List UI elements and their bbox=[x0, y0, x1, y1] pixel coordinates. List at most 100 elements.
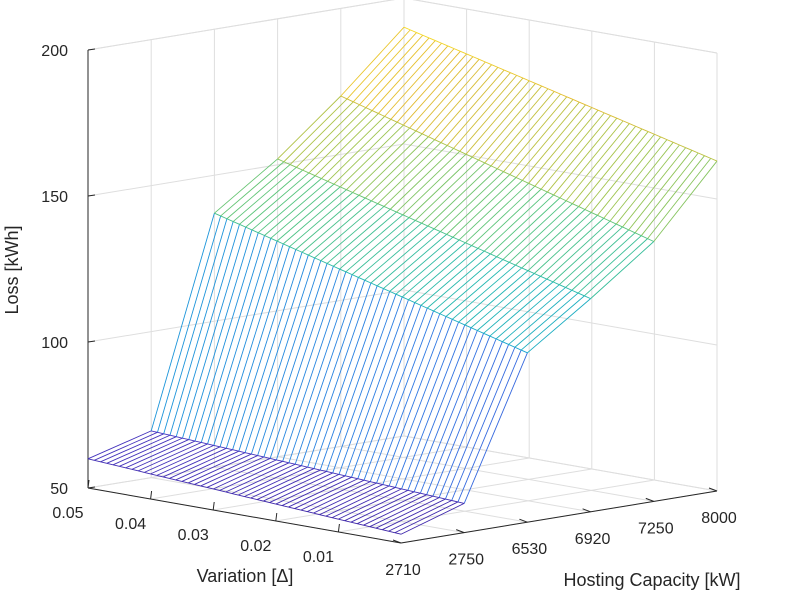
grid-line bbox=[87, 289, 405, 343]
mesh-line bbox=[302, 107, 367, 171]
mesh-line bbox=[394, 501, 459, 534]
mesh-line bbox=[427, 307, 434, 312]
mesh-line bbox=[256, 499, 264, 502]
mesh-line bbox=[376, 285, 384, 289]
mesh-line bbox=[275, 473, 340, 505]
mesh-line bbox=[415, 130, 423, 135]
mesh-line bbox=[577, 292, 585, 297]
mesh-line bbox=[458, 180, 523, 241]
mesh-line bbox=[509, 99, 574, 175]
z-axis-title: Loss [kWh] bbox=[2, 225, 22, 314]
mesh-line bbox=[282, 271, 347, 462]
mesh-line bbox=[497, 66, 505, 71]
mesh-line bbox=[565, 229, 630, 288]
mesh-line bbox=[421, 222, 429, 227]
mesh-line bbox=[94, 431, 158, 461]
mesh-line bbox=[358, 194, 366, 199]
mesh-line bbox=[382, 316, 447, 485]
mesh-line bbox=[496, 197, 561, 258]
grid-line bbox=[277, 456, 591, 513]
mesh-line bbox=[340, 26, 405, 97]
mesh-line bbox=[382, 484, 390, 487]
mesh-line bbox=[301, 280, 366, 466]
mesh-line bbox=[365, 37, 430, 108]
mesh-line bbox=[277, 95, 342, 160]
mesh-line bbox=[463, 352, 528, 504]
mesh-line bbox=[321, 116, 385, 179]
mesh-line bbox=[188, 482, 195, 485]
mesh-line bbox=[420, 250, 485, 306]
mesh-line bbox=[472, 56, 480, 60]
grid-line bbox=[403, 289, 718, 346]
mesh-line bbox=[641, 128, 649, 133]
mesh-line bbox=[458, 239, 466, 244]
mesh-line bbox=[370, 481, 377, 484]
mesh-line bbox=[340, 186, 347, 191]
mesh-line bbox=[264, 235, 271, 239]
mesh-line bbox=[244, 254, 309, 453]
grid-line bbox=[150, 446, 467, 500]
mesh-line bbox=[388, 500, 452, 532]
mesh-line bbox=[603, 217, 611, 222]
mesh-line bbox=[415, 159, 479, 221]
y-tick bbox=[337, 523, 340, 533]
mesh-line bbox=[263, 500, 270, 503]
mesh-line bbox=[521, 209, 586, 269]
mesh-line bbox=[382, 529, 389, 532]
mesh-line bbox=[641, 235, 648, 240]
mesh-line bbox=[339, 214, 404, 270]
mesh-line bbox=[207, 443, 214, 446]
mesh-line bbox=[408, 245, 472, 301]
mesh-line bbox=[478, 85, 543, 161]
z-tick-label: 200 bbox=[41, 43, 68, 60]
mesh-line bbox=[534, 185, 542, 190]
mesh-line bbox=[483, 278, 548, 334]
mesh-line bbox=[435, 40, 442, 44]
mesh-line bbox=[490, 253, 497, 258]
mesh-line bbox=[181, 452, 246, 482]
mesh-line bbox=[428, 64, 492, 138]
mesh-line bbox=[351, 274, 359, 278]
mesh-line bbox=[471, 185, 536, 246]
mesh-line bbox=[294, 478, 358, 509]
mesh-line bbox=[378, 113, 385, 117]
mesh-line bbox=[352, 32, 417, 103]
mesh-line bbox=[451, 264, 516, 320]
mesh-line bbox=[478, 58, 486, 63]
mesh-line bbox=[200, 456, 265, 487]
mesh-line bbox=[106, 462, 114, 466]
mesh-line bbox=[320, 206, 385, 261]
mesh-line bbox=[647, 158, 712, 239]
mesh-line bbox=[314, 113, 379, 177]
mesh-line bbox=[364, 136, 429, 199]
mesh-line bbox=[370, 228, 435, 284]
mesh-line bbox=[679, 144, 686, 149]
mesh-line bbox=[213, 488, 220, 491]
mesh-line bbox=[422, 34, 430, 39]
mesh-line bbox=[144, 471, 151, 475]
mesh-line bbox=[552, 223, 617, 283]
mesh-line bbox=[144, 443, 208, 473]
mesh-line bbox=[338, 518, 345, 522]
mesh-line bbox=[295, 249, 303, 253]
mesh-line bbox=[352, 192, 360, 196]
y-tick-label: 0.01 bbox=[303, 549, 334, 566]
mesh-line bbox=[553, 194, 561, 199]
mesh-line bbox=[615, 144, 680, 225]
mesh-line bbox=[609, 142, 674, 222]
mesh-line bbox=[275, 503, 283, 507]
mesh-line bbox=[685, 147, 693, 151]
mesh-line bbox=[421, 133, 429, 138]
mesh-line bbox=[395, 487, 402, 490]
mesh-line bbox=[591, 212, 598, 216]
mesh-line bbox=[578, 206, 586, 210]
mesh-line bbox=[345, 271, 353, 276]
mesh-line bbox=[289, 164, 297, 168]
x-tick bbox=[708, 487, 718, 492]
mesh-line bbox=[301, 251, 309, 256]
mesh-line bbox=[415, 59, 480, 132]
mesh-line bbox=[597, 136, 662, 216]
mesh-line bbox=[232, 221, 240, 225]
mesh-line bbox=[440, 69, 505, 143]
mesh-line bbox=[390, 118, 398, 123]
